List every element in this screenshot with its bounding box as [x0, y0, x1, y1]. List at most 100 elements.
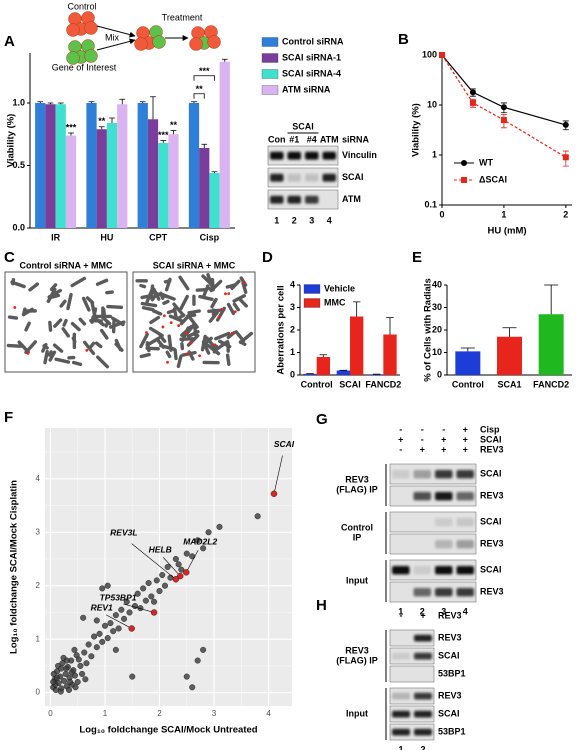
- break-marker: [186, 352, 190, 356]
- significance: **: [98, 116, 106, 126]
- x-axis-label: Log₁₀ foldchange SCAI/Mock Untreated: [79, 725, 257, 736]
- marker: [469, 99, 476, 106]
- chromosome: [49, 283, 58, 292]
- group-label: REV3: [345, 645, 369, 655]
- chromosome: [234, 330, 246, 343]
- y-tick-label: 0.1: [424, 199, 437, 209]
- lane-number: 1: [398, 606, 403, 616]
- break-marker: [242, 281, 246, 285]
- condition-sign: +: [420, 444, 425, 454]
- x-tick-label: 2: [563, 209, 568, 219]
- marker: [469, 89, 476, 96]
- chromosome: [167, 334, 173, 352]
- point: [205, 529, 212, 536]
- chromosome: [179, 313, 191, 326]
- band: [392, 710, 410, 718]
- chromosome: [172, 302, 185, 317]
- x-tick-label: FANCD2: [365, 379, 401, 389]
- y-tick-label: 30: [432, 302, 442, 312]
- lane-number: 3: [441, 606, 446, 616]
- group-label: IP: [353, 532, 362, 542]
- marker: [500, 104, 507, 111]
- row-label: SCAI: [480, 516, 502, 526]
- row-label: Vinculin: [342, 150, 377, 160]
- chromosome: [152, 309, 163, 316]
- band: [414, 692, 432, 700]
- panel-label: H: [316, 597, 327, 614]
- break-marker: [213, 343, 217, 347]
- error-bar: [386, 317, 394, 335]
- bar: [35, 103, 46, 228]
- chromosome: [187, 350, 195, 361]
- chromosome: [53, 318, 63, 328]
- marker: [439, 52, 445, 58]
- chromosome: [106, 304, 124, 310]
- chromosome: [101, 306, 105, 318]
- group-label: Control: [341, 522, 373, 532]
- blot-strip: [389, 723, 435, 741]
- error-bar: [150, 96, 156, 120]
- point: [107, 620, 114, 627]
- condition-label: REV3: [480, 444, 504, 454]
- point: [121, 615, 128, 622]
- schematic-label: Gene of Interest: [52, 62, 117, 72]
- bar: [538, 314, 564, 375]
- legend-swatch: [303, 284, 321, 294]
- point: [80, 614, 87, 621]
- significance: **: [170, 120, 178, 130]
- bar: [350, 316, 364, 375]
- band: [322, 173, 336, 182]
- chromosome: [180, 326, 190, 343]
- group-label: REV3: [345, 474, 369, 484]
- point: [74, 678, 81, 685]
- band: [456, 470, 474, 479]
- blot-strip: [389, 485, 477, 507]
- point: [167, 574, 174, 581]
- point: [82, 676, 89, 683]
- chromosome: [108, 320, 126, 329]
- break-marker: [220, 307, 224, 311]
- point: [112, 646, 119, 653]
- point: [61, 677, 68, 684]
- chromosome: [239, 276, 248, 287]
- y-tick-label: 0.0: [12, 222, 25, 232]
- condition-sign: +: [441, 444, 446, 454]
- break-marker: [166, 360, 169, 364]
- lane-number: 4: [327, 215, 332, 225]
- leader-line: [273, 455, 283, 494]
- row-label: REV3: [480, 490, 504, 500]
- point: [151, 598, 158, 605]
- cell-cluster: [84, 21, 98, 35]
- chromosome: [225, 353, 231, 366]
- point: [68, 669, 75, 676]
- point: [83, 660, 90, 667]
- point: [161, 582, 168, 589]
- bar: [209, 173, 220, 228]
- chromosome: [195, 287, 208, 292]
- condition-sign: -: [400, 610, 403, 620]
- blot-strip: [389, 629, 435, 647]
- band: [413, 566, 431, 575]
- chromosome: [145, 341, 151, 353]
- point: [134, 590, 141, 597]
- bar: [117, 104, 128, 228]
- error-bar: [191, 101, 197, 103]
- condition-label: Cisp: [480, 424, 500, 434]
- x-tick-label: 1: [501, 209, 506, 219]
- error-bar: [544, 284, 559, 315]
- y-tick-label: 10: [427, 99, 437, 109]
- chromosome: [95, 278, 109, 286]
- x-tick-label: CPT: [149, 232, 168, 242]
- error-bar: [88, 101, 95, 103]
- point: [123, 598, 130, 605]
- break-marker: [224, 292, 227, 296]
- bar: [168, 134, 179, 228]
- point: [75, 656, 82, 663]
- row-label: SCAI: [438, 650, 460, 660]
- panel-label: B: [398, 31, 409, 48]
- point-label: MAD2L2: [183, 537, 217, 547]
- legend-swatch: [261, 53, 279, 63]
- band: [414, 634, 432, 642]
- y-tick-label: 1.0: [12, 97, 25, 107]
